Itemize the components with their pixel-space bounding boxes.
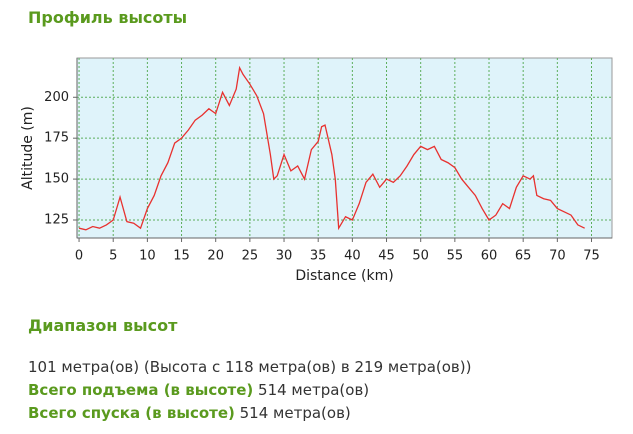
x-tick-label: 35: [310, 249, 327, 264]
ascent-label: Всего подъема (в высоте): [28, 381, 254, 399]
altitude-line: [78, 65, 585, 231]
y-tick-label: 200: [44, 90, 69, 105]
y-tick-label: 125: [44, 213, 69, 228]
x-tick-label: 15: [173, 249, 190, 264]
x-tick-label: 70: [549, 249, 566, 264]
y-tick-label: 150: [44, 172, 69, 187]
chart: 125 150 175 200 0 5 10 15 20 25 30 35 40 45 50 55 60 65 70…: [20, 57, 613, 284]
x-tick-label: 65: [515, 249, 532, 264]
x-tick-label: 55: [447, 249, 464, 264]
x-tick-label: 40: [344, 249, 361, 264]
x-tick-label: 20: [207, 249, 224, 264]
header-title: Профиль высоты: [28, 8, 188, 27]
x-tick-label: 0: [75, 249, 83, 264]
ascent-value: 514 метра(ов): [258, 381, 370, 399]
x-tick-label: 50: [412, 249, 429, 264]
x-tick-label: 25: [242, 249, 259, 264]
descent-value: 514 метра(ов): [239, 404, 351, 422]
descent-label: Всего спуска (в высоте): [28, 404, 235, 422]
range-title: Диапазон высот: [28, 316, 178, 335]
x-tick-label: 75: [583, 249, 600, 264]
plot-area: [76, 57, 613, 239]
range-text: 101 метра(ов) (Высота с 118 метра(ов) в …: [28, 358, 472, 376]
x-tick-label: 60: [481, 249, 498, 264]
ascent: Всего подъема (в высоте) 514 метра(ов): [28, 381, 369, 399]
y-tick-label: 175: [44, 131, 69, 146]
x-tick-label: 45: [378, 249, 395, 264]
x-tick-label: 10: [139, 249, 156, 264]
descent: Всего спуска (в высоте) 514 метра(ов): [28, 404, 351, 422]
x-tick-label: 30: [276, 249, 293, 264]
x-axis-label: Distance (km): [295, 268, 393, 284]
x-tick-label: 5: [109, 249, 117, 264]
y-axis-label: Altitude (m): [20, 106, 36, 190]
